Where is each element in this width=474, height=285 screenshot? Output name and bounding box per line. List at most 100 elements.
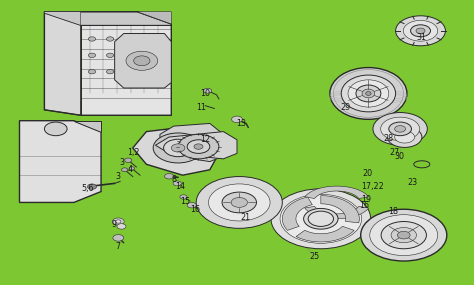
Polygon shape xyxy=(296,226,354,242)
Polygon shape xyxy=(130,12,171,24)
Text: 9: 9 xyxy=(111,220,116,229)
Text: 28: 28 xyxy=(384,134,394,143)
Ellipse shape xyxy=(348,80,389,107)
Text: 4: 4 xyxy=(128,165,133,174)
Polygon shape xyxy=(155,132,237,159)
Text: 13: 13 xyxy=(237,119,246,128)
Circle shape xyxy=(107,70,114,74)
Circle shape xyxy=(88,37,96,41)
Circle shape xyxy=(88,53,96,58)
Text: 12: 12 xyxy=(200,135,210,144)
Polygon shape xyxy=(19,121,101,202)
Ellipse shape xyxy=(341,75,396,112)
Text: 31: 31 xyxy=(417,33,427,42)
Circle shape xyxy=(129,167,135,170)
Text: 1,2: 1,2 xyxy=(128,148,140,156)
Circle shape xyxy=(403,21,438,41)
Polygon shape xyxy=(45,12,81,25)
Circle shape xyxy=(134,56,150,66)
Text: 7: 7 xyxy=(116,241,121,251)
Circle shape xyxy=(391,227,417,243)
Circle shape xyxy=(410,25,430,37)
Circle shape xyxy=(387,127,422,147)
Circle shape xyxy=(178,134,219,159)
Circle shape xyxy=(209,184,270,221)
Circle shape xyxy=(389,122,411,136)
Circle shape xyxy=(396,16,446,46)
Circle shape xyxy=(117,224,126,229)
Polygon shape xyxy=(305,186,369,199)
Ellipse shape xyxy=(330,68,407,119)
Circle shape xyxy=(187,202,196,208)
Circle shape xyxy=(113,235,124,241)
Ellipse shape xyxy=(366,91,371,95)
Circle shape xyxy=(381,221,427,249)
Circle shape xyxy=(397,231,410,239)
Polygon shape xyxy=(321,196,359,223)
Text: 11: 11 xyxy=(196,103,206,112)
Polygon shape xyxy=(45,13,81,115)
Text: 5,6: 5,6 xyxy=(81,184,94,193)
Circle shape xyxy=(153,133,203,163)
Circle shape xyxy=(107,53,114,58)
Text: 23: 23 xyxy=(408,178,418,186)
Circle shape xyxy=(45,122,67,136)
Circle shape xyxy=(395,126,406,132)
Circle shape xyxy=(312,213,330,224)
Text: 14: 14 xyxy=(175,182,185,191)
Circle shape xyxy=(231,198,247,207)
Text: 25: 25 xyxy=(310,253,320,261)
Text: 16: 16 xyxy=(359,201,369,210)
Polygon shape xyxy=(305,206,369,219)
Circle shape xyxy=(203,88,211,93)
Circle shape xyxy=(196,176,283,228)
Circle shape xyxy=(121,168,128,172)
Circle shape xyxy=(126,51,158,70)
Ellipse shape xyxy=(362,89,375,98)
Text: 3: 3 xyxy=(116,172,121,181)
Circle shape xyxy=(381,117,419,141)
Circle shape xyxy=(88,184,97,189)
Circle shape xyxy=(171,144,185,152)
Circle shape xyxy=(164,174,173,179)
Circle shape xyxy=(304,208,338,229)
Polygon shape xyxy=(115,34,171,88)
Circle shape xyxy=(116,220,121,223)
Text: 29: 29 xyxy=(341,103,351,112)
Circle shape xyxy=(416,28,425,34)
Circle shape xyxy=(112,218,124,225)
Text: 10: 10 xyxy=(201,89,210,98)
Circle shape xyxy=(125,158,132,162)
Text: 30: 30 xyxy=(394,152,404,161)
Text: 17,22: 17,22 xyxy=(362,182,384,191)
Circle shape xyxy=(194,144,203,149)
Circle shape xyxy=(222,192,256,213)
Circle shape xyxy=(88,70,96,74)
Circle shape xyxy=(164,139,192,157)
Text: 3: 3 xyxy=(119,158,124,167)
Polygon shape xyxy=(45,12,171,25)
Circle shape xyxy=(370,215,438,256)
Text: 16: 16 xyxy=(190,205,201,214)
Polygon shape xyxy=(133,126,219,175)
Circle shape xyxy=(280,194,362,243)
Circle shape xyxy=(373,113,428,145)
Circle shape xyxy=(187,140,210,153)
Circle shape xyxy=(395,131,415,143)
Circle shape xyxy=(232,116,242,123)
Text: 21: 21 xyxy=(240,213,250,222)
Circle shape xyxy=(308,211,334,226)
Polygon shape xyxy=(81,25,171,115)
Circle shape xyxy=(271,189,371,249)
Circle shape xyxy=(180,195,187,199)
Circle shape xyxy=(173,181,181,186)
Circle shape xyxy=(361,209,447,261)
Polygon shape xyxy=(283,197,312,230)
Text: 8: 8 xyxy=(171,175,176,184)
Polygon shape xyxy=(160,123,223,162)
Text: 15: 15 xyxy=(180,197,190,205)
Ellipse shape xyxy=(356,85,381,102)
Circle shape xyxy=(107,37,114,41)
Text: 20: 20 xyxy=(362,169,372,178)
Polygon shape xyxy=(74,121,101,132)
